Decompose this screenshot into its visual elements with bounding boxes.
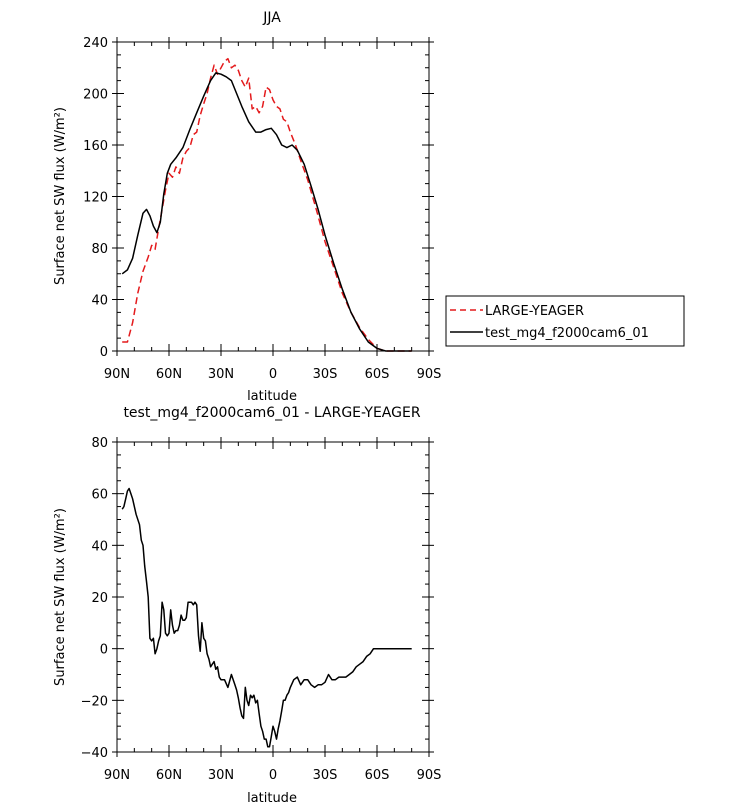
bottom-ytick-label-2: 0 (100, 643, 108, 658)
bottom-xtick-label-4: 30S (313, 768, 338, 783)
legend-label-large-yeager: LARGE-YEAGER (485, 304, 584, 319)
top-ytick-label-0: 0 (100, 345, 108, 360)
bottom-ytick-label-0: −40 (81, 746, 108, 761)
top-ytick-label-6: 240 (83, 36, 108, 51)
top-xtick-label-6: 90S (417, 367, 442, 382)
bottom-chart-ticks (112, 437, 434, 757)
bottom-xtick-label-2: 30N (208, 768, 234, 783)
top-chart: JJA 90N 60N 30N 0 30S 60S 90S 0 40 80 120 160 200 240… (53, 10, 684, 404)
top-ytick-label-4: 160 (83, 139, 108, 154)
bottom-chart-xlabel: latitude (247, 791, 297, 806)
bottom-xtick-label-3: 0 (269, 768, 277, 783)
bottom-xtick-label-6: 90S (417, 768, 442, 783)
top-xtick-label-2: 30N (208, 367, 234, 382)
bottom-chart-frame (117, 442, 429, 752)
top-xtick-label-1: 60N (156, 367, 182, 382)
legend-label-test: test_mg4_f2000cam6_01 (485, 326, 649, 341)
bottom-chart: test_mg4_f2000cam6_01 - LARGE-YEAGER 90N… (53, 405, 441, 806)
top-chart-series (122, 59, 412, 351)
bottom-ytick-label-5: 60 (91, 488, 108, 503)
bottom-chart-title: test_mg4_f2000cam6_01 - LARGE-YEAGER (123, 405, 420, 421)
top-chart-xlabel: latitude (247, 389, 297, 404)
top-xtick-label-0: 90N (104, 367, 130, 382)
top-ytick-label-1: 40 (91, 294, 108, 309)
top-series-line-1 (122, 73, 412, 351)
top-chart-title: JJA (262, 10, 281, 26)
top-xtick-label-5: 60S (365, 367, 390, 382)
top-ytick-label-3: 120 (83, 191, 108, 206)
top-chart-tick-labels: 90N 60N 30N 0 30S 60S 90S 0 40 80 120 160 200 240 (83, 36, 441, 382)
top-xtick-label-3: 0 (269, 367, 277, 382)
figure: JJA 90N 60N 30N 0 30S 60S 90S04080120160200240… (0, 0, 732, 808)
top-series-line-0 (122, 59, 412, 351)
bottom-chart-ylabel: Surface net SW flux (W/m²) (53, 508, 68, 686)
bottom-series-line-0 (122, 489, 412, 747)
bottom-ytick-label-1: −20 (81, 694, 108, 709)
bottom-xtick-label-0: 90N (104, 768, 130, 783)
top-chart-ticks (112, 37, 434, 356)
top-xtick-label-4: 30S (313, 367, 338, 382)
bottom-ytick-label-6: 80 (91, 436, 108, 451)
bottom-ytick-label-3: 20 (91, 591, 108, 606)
bottom-xtick-label-1: 60N (156, 768, 182, 783)
bottom-xtick-label-5: 60S (365, 768, 390, 783)
bottom-chart-series (122, 489, 412, 747)
top-chart-ylabel: Surface net SW flux (W/m²) (53, 107, 68, 285)
top-ytick-label-2: 80 (91, 242, 108, 257)
legend: LARGE-YEAGER test_mg4_f2000cam6_01 (446, 296, 684, 346)
bottom-chart-tick-labels: 90N 60N 30N 0 30S 60S 90S −40 −20 0 20 40 60 80 (81, 436, 442, 783)
top-ytick-label-5: 200 (83, 88, 108, 103)
bottom-ytick-label-4: 40 (91, 539, 108, 554)
